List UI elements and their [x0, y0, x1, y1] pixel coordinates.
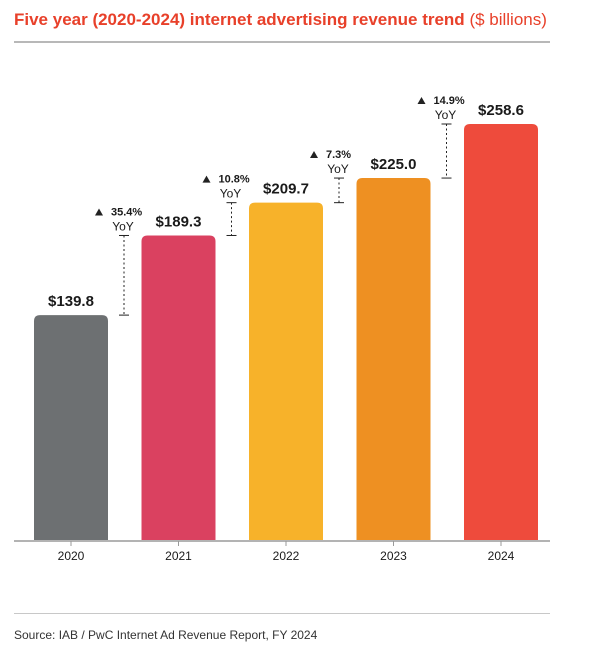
value-label-2022: $209.7 [263, 181, 309, 198]
value-label-2024: $258.6 [478, 102, 524, 119]
yoy-percent-2024: 14.9% [434, 95, 465, 107]
chart-title: Five year (2020-2024) internet advertisi… [14, 10, 547, 30]
value-label-2023: $225.0 [371, 156, 417, 173]
value-label-2020: $139.8 [48, 293, 94, 310]
x-tick-label-2024: 2024 [488, 549, 515, 563]
yoy-percent-2022: 10.8% [219, 174, 250, 186]
x-tick-label-2020: 2020 [58, 549, 85, 563]
chart-title-unit: ($ billions) [469, 10, 547, 29]
yoy-up-arrow-icon [95, 208, 103, 216]
yoy-up-arrow-icon [310, 151, 318, 159]
value-label-2021: $189.3 [156, 213, 202, 230]
yoy-label-2021: YoY [112, 219, 134, 233]
title-divider [14, 41, 550, 43]
yoy-label-2023: YoY [327, 162, 349, 176]
bar-2021 [141, 235, 216, 540]
bar-2024 [464, 124, 538, 540]
x-tick-label-2021: 2021 [165, 549, 192, 563]
yoy-label-2022: YoY [220, 187, 242, 201]
yoy-up-arrow-icon [417, 97, 426, 104]
footer-divider [14, 613, 550, 614]
yoy-up-arrow-icon [202, 175, 211, 183]
yoy-label-2024: YoY [435, 108, 457, 122]
yoy-percent-2023: 7.3% [326, 149, 351, 161]
bar-2023 [356, 178, 431, 541]
bar-2022 [249, 202, 323, 540]
chart-title-main: Five year (2020-2024) internet advertisi… [14, 10, 465, 29]
x-tick-label-2022: 2022 [273, 549, 300, 563]
source-note: Source: IAB / PwC Internet Ad Revenue Re… [14, 628, 318, 642]
bar-2020 [34, 315, 108, 540]
yoy-percent-2021: 35.4% [111, 206, 142, 218]
x-tick-label-2023: 2023 [380, 549, 407, 563]
